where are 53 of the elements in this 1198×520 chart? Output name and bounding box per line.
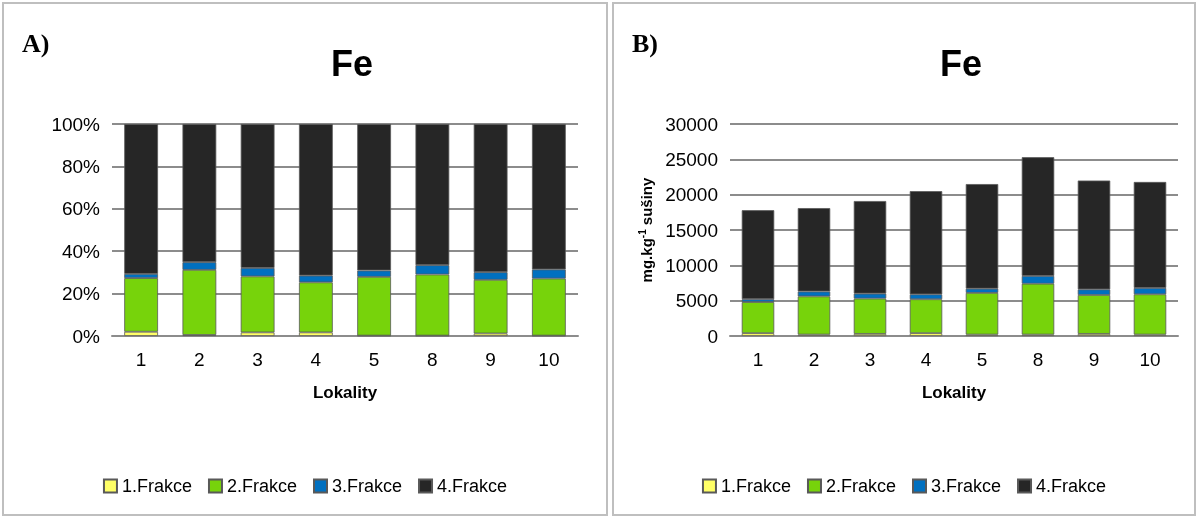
bar: [909, 299, 943, 334]
legend-label: 1.Frakce: [121, 476, 192, 496]
legend-label: 2.Frakce: [825, 476, 897, 496]
y-tick-label: 10000: [665, 254, 718, 276]
y-tick-label: 20%: [61, 283, 101, 305]
bar: [965, 292, 999, 335]
chart-title: Fe: [330, 42, 374, 84]
x-tick-label: 1: [135, 349, 147, 370]
y-tick-label: 20000: [665, 184, 718, 206]
legend-label: 3.Frakce: [931, 476, 1002, 496]
legend-label: 3.Frakce: [332, 476, 403, 496]
legend-label: 4.Frakce: [437, 476, 508, 496]
bar: [965, 184, 999, 289]
x-tick-label: 3: [252, 349, 263, 370]
x-tick-label: 4: [310, 349, 322, 370]
x-tick-label: 10: [1139, 349, 1161, 370]
bar: [124, 278, 159, 332]
x-tick-label: 1: [752, 349, 764, 370]
y-tick-label: 60%: [61, 198, 101, 220]
y-tick-label: 0%: [72, 325, 101, 347]
bar: [853, 298, 887, 334]
text: B): [632, 28, 658, 58]
y-tick-label: 25000: [665, 148, 718, 170]
y-tick-label: 30000: [665, 113, 718, 135]
bar: [741, 302, 775, 334]
x-tick-label: 9: [1088, 349, 1100, 370]
x-tick-label: 2: [194, 349, 205, 370]
x-tick-label: 9: [485, 349, 496, 370]
x-axis-title: Lokality: [921, 383, 987, 402]
x-tick-label: 5: [976, 349, 988, 370]
legend-label: 1.Frakce: [720, 476, 791, 496]
x-tick-label: 4: [920, 349, 932, 370]
y-tick-label: 15000: [665, 219, 718, 241]
bar: [797, 296, 831, 335]
text: A): [22, 28, 50, 58]
chart-title: Fe: [939, 42, 983, 84]
x-tick-label: 8: [427, 349, 438, 370]
y-tick-label: 80%: [61, 155, 101, 177]
y-tick-label: 0: [707, 325, 718, 347]
bar: [741, 210, 775, 300]
x-tick-label: 5: [368, 349, 380, 370]
x-tick-label: 2: [808, 349, 820, 370]
y-tick-label: 5000: [675, 290, 718, 312]
x-tick-label: 3: [864, 349, 876, 370]
bar: [124, 124, 159, 274]
y-tick-label: 100%: [51, 113, 101, 135]
legend-label: 2.Frakce: [226, 476, 298, 496]
y-tick-label: 40%: [61, 240, 101, 262]
legend-label: 4.Frakce: [1036, 476, 1107, 496]
x-tick-label: 8: [1032, 349, 1044, 370]
x-tick-label: 10: [538, 349, 560, 370]
x-axis-title: Lokality: [312, 383, 378, 402]
y-axis-title: mg.kg-1 sušiny: [637, 176, 656, 283]
